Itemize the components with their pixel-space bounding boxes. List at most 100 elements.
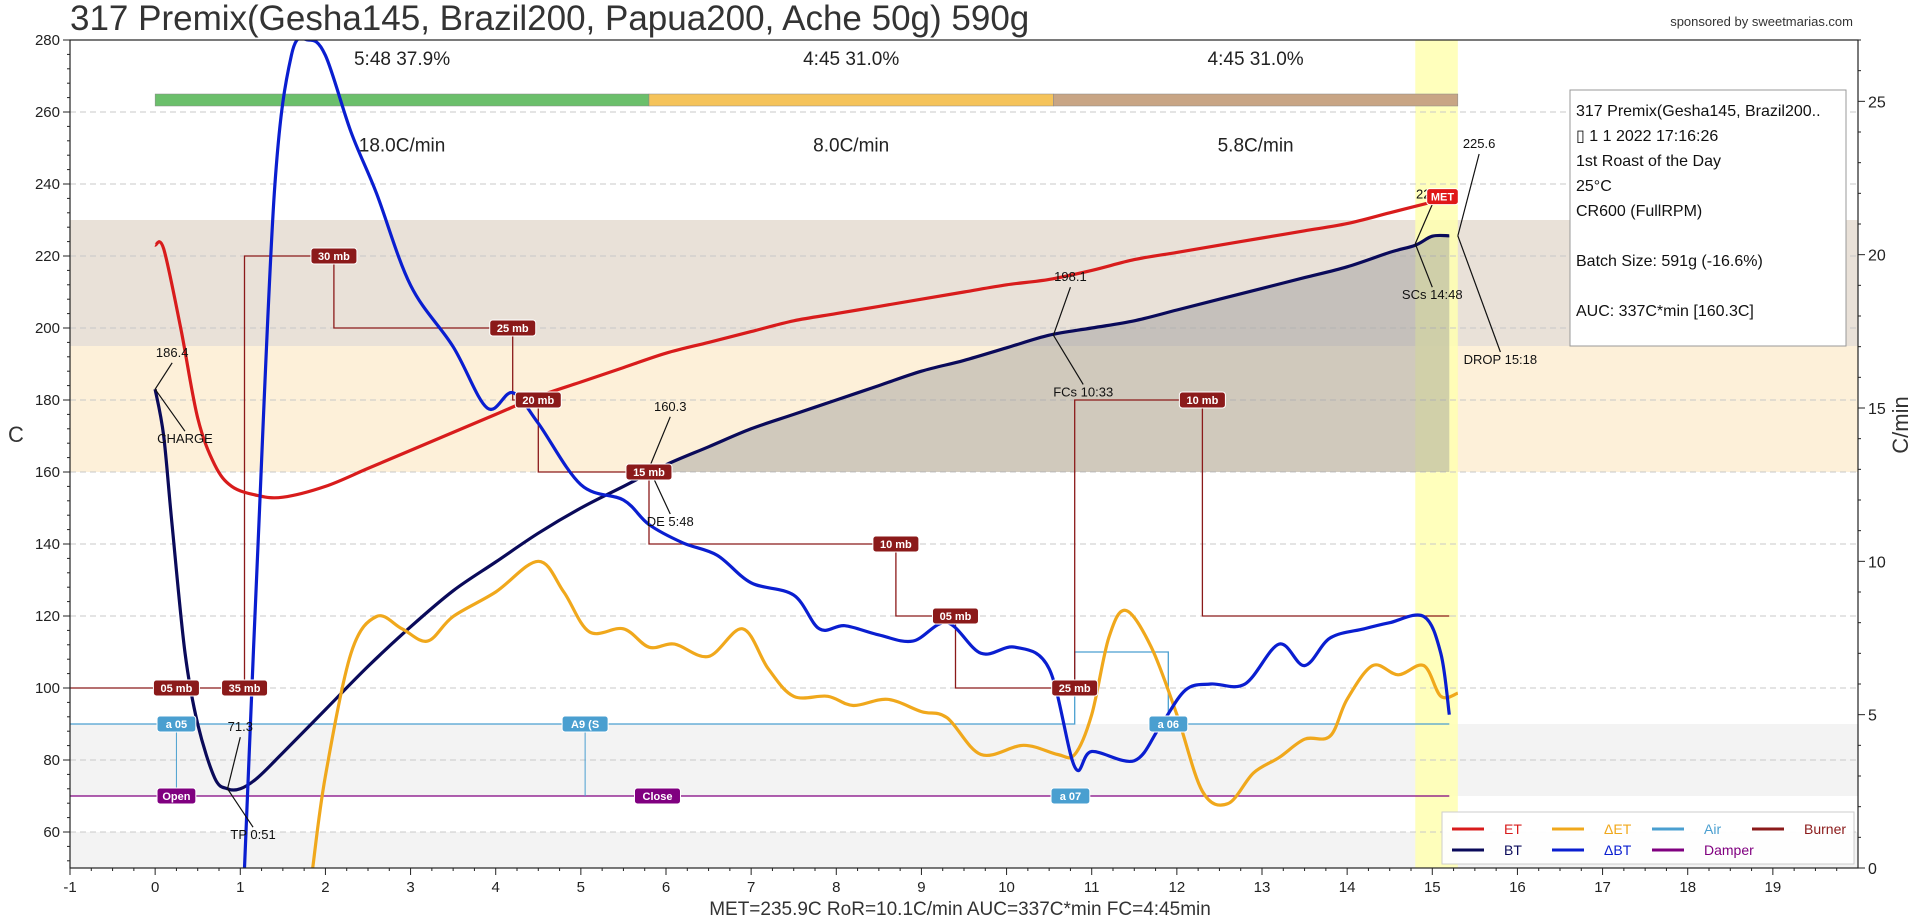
damper-label: Open (162, 791, 190, 803)
damper-label-bg (156, 787, 197, 805)
plot-area: 5:48 37.9% 18.0C/min 4:45 31.0% 8.0C/min 4:4… (35, 32, 1886, 896)
air-label: a 07 (1060, 791, 1081, 803)
phase-rate-label: 8.0C/min (813, 136, 889, 157)
annotation-leader (227, 788, 254, 828)
burner-label-bg (872, 535, 920, 553)
annotation-leader (154, 388, 186, 432)
x-tick-label: 7 (747, 879, 755, 896)
x-tick-label: 16 (1509, 879, 1526, 896)
phase-bar (154, 93, 650, 107)
burner-label: 20 mb (522, 395, 554, 407)
burner-label-bg (489, 319, 537, 337)
annotation-label: 160.3 (654, 399, 687, 414)
y-tick-label: 260 (35, 104, 60, 121)
phase-rate-label: 5.8C/min (1218, 136, 1294, 157)
y2-tick-label: 25 (1868, 94, 1886, 111)
info-box-line: ▯ 1 1 2022 17:16:26 (1576, 128, 1718, 145)
x-tick-label: -1 (63, 879, 76, 896)
y-tick-label: 220 (35, 248, 60, 265)
background-band (70, 220, 1858, 346)
air-label-bg (1050, 787, 1091, 805)
met-marker-bg (1426, 188, 1459, 206)
x-tick-label: 10 (998, 879, 1015, 896)
x-tick-label: 3 (406, 879, 414, 896)
x-tick-label: 18 (1679, 879, 1696, 896)
y-tick-label: 140 (35, 536, 60, 553)
annotation-label: 198.1 (1054, 269, 1087, 284)
x-tick-label: 19 (1765, 879, 1782, 896)
burner-label-bg (931, 607, 979, 625)
chart-title: 317 Premix(Gesha145, Brazil200, Papua200… (70, 0, 1029, 38)
burner-label-bg (625, 463, 673, 481)
y-tick-label: 180 (35, 392, 60, 409)
phase-bar (1053, 93, 1459, 107)
x-tick-label: 11 (1084, 879, 1100, 896)
annotation-leader (648, 416, 671, 469)
damper-label-bg (633, 787, 681, 805)
info-box-line: 25°C (1576, 178, 1612, 195)
annotation-label: 186.4 (156, 345, 189, 360)
info-box-line: AUC: 337C*min [160.3C] (1576, 303, 1754, 320)
y2-tick-label: 10 (1868, 554, 1886, 571)
control-line-burner (70, 255, 1450, 689)
y-tick-label: 60 (43, 824, 60, 841)
info-box (1569, 89, 1847, 347)
annotation-leader (154, 362, 173, 390)
annotation-leader (226, 737, 241, 789)
air-label: a 06 (1158, 719, 1179, 731)
x-tick-label: 9 (917, 879, 925, 896)
burner-label-bg (310, 247, 358, 265)
burner-label: 05 mb (161, 683, 193, 695)
phase-label: 4:45 31.0% (1208, 49, 1304, 70)
burner-label: 15 mb (633, 467, 665, 479)
annotation-label: CHARGE (157, 431, 213, 446)
auc-area (648, 235, 1450, 472)
series-line-et (153, 196, 1450, 500)
info-box-line: Batch Size: 591g (-16.6%) (1576, 253, 1763, 270)
y-tick-label: 280 (35, 32, 60, 49)
phase-rate-label: 18.0C/min (359, 136, 446, 157)
annotation-label: TP 0:51 (230, 827, 275, 842)
x-tick-label: 0 (151, 879, 159, 896)
series-line-delta-et (311, 559, 1459, 868)
phase-bar (648, 93, 1054, 107)
burner-label: 10 mb (1187, 395, 1219, 407)
burner-label: 30 mb (318, 251, 350, 263)
annotation-label: SCs 14:48 (1402, 287, 1463, 302)
x-tick-label: 8 (832, 879, 840, 896)
series-group (70, 40, 1459, 868)
annotation-label: FCs 10:33 (1053, 384, 1113, 399)
legend-label: Damper (1704, 842, 1754, 858)
burner-label: 25 mb (497, 323, 529, 335)
met-marker: MET (1431, 192, 1455, 204)
annotation-label: 225.6 (1463, 136, 1496, 151)
annotation-leader (1414, 204, 1433, 244)
background-band (70, 346, 1858, 472)
air-label-bg (561, 715, 609, 733)
x-tick-label: 6 (662, 879, 670, 896)
burner-label: 25 mb (1059, 683, 1091, 695)
x-tick-label: 4 (492, 879, 500, 896)
air-label: a 05 (166, 719, 187, 731)
annotation-label: DROP 15:18 (1464, 352, 1537, 367)
phase-label: 4:45 31.0% (803, 49, 899, 70)
y-tick-label: 160 (35, 464, 60, 481)
sponsor-text: sponsored by sweetmarias.com (1670, 14, 1853, 29)
damper-label: Close (643, 791, 673, 803)
legend-label: ΔET (1604, 821, 1632, 837)
x-tick-label: 14 (1339, 879, 1356, 896)
air-label-bg (1148, 715, 1189, 733)
legend-label: Air (1704, 821, 1721, 837)
footer-stats: MET=235.9C RoR=10.1C/min AUC=337C*min FC… (709, 899, 1211, 920)
series-line-bt (153, 233, 1450, 792)
x-tick-label: 12 (1169, 879, 1186, 896)
y-tick-label: 120 (35, 608, 60, 625)
y-tick-label: 100 (35, 680, 60, 697)
y-tick-label: 200 (35, 320, 60, 337)
y2-tick-label: 20 (1868, 248, 1886, 265)
y-axis-label: C (8, 422, 24, 447)
y2-tick-label: 15 (1868, 401, 1886, 418)
x-tick-label: 15 (1424, 879, 1441, 896)
control-line-air (70, 651, 1450, 725)
legend-label: Burner (1804, 821, 1846, 837)
